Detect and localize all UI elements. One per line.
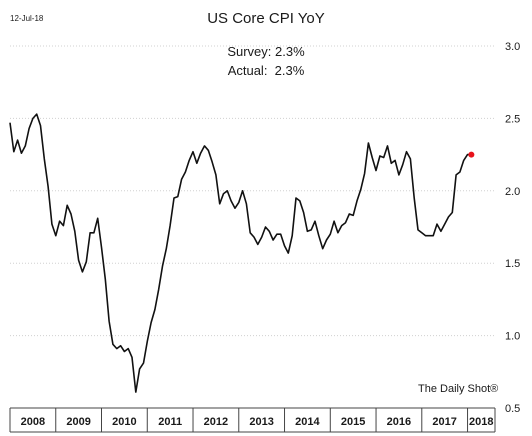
source-label: The Daily Shot®: [418, 383, 499, 395]
actual-annotation: Actual: 2.3%: [227, 63, 305, 78]
y-tick-label: 1.0: [505, 331, 520, 343]
x-tick-label: 2008: [21, 416, 45, 428]
core-cpi-line: [9, 113, 472, 393]
chart-title: US Core CPI YoY: [207, 10, 325, 27]
survey-annotation: Survey: 2.3%: [227, 44, 305, 59]
y-tick-label: 2.0: [505, 186, 520, 198]
x-tick-label: 2011: [158, 416, 182, 428]
x-tick-label: 2017: [432, 416, 456, 428]
x-tick-label: 2016: [387, 416, 411, 428]
x-tick-label: 2014: [295, 416, 320, 428]
y-tick-label: 1.5: [505, 258, 520, 270]
x-tick-label: 2012: [204, 416, 228, 428]
x-tick-label: 2009: [66, 416, 90, 428]
x-tick-label: 2015: [341, 416, 365, 428]
date-stamp: 12-Jul-18: [10, 14, 44, 23]
y-tick-label: 0.5: [505, 403, 520, 415]
y-tick-label: 3.0: [505, 41, 520, 53]
x-tick-label: 2013: [249, 416, 273, 428]
latest-value-marker: [468, 151, 475, 158]
y-tick-label: 2.5: [505, 113, 520, 125]
x-tick-label: 2018: [469, 416, 493, 428]
x-tick-label: 2010: [112, 416, 136, 428]
